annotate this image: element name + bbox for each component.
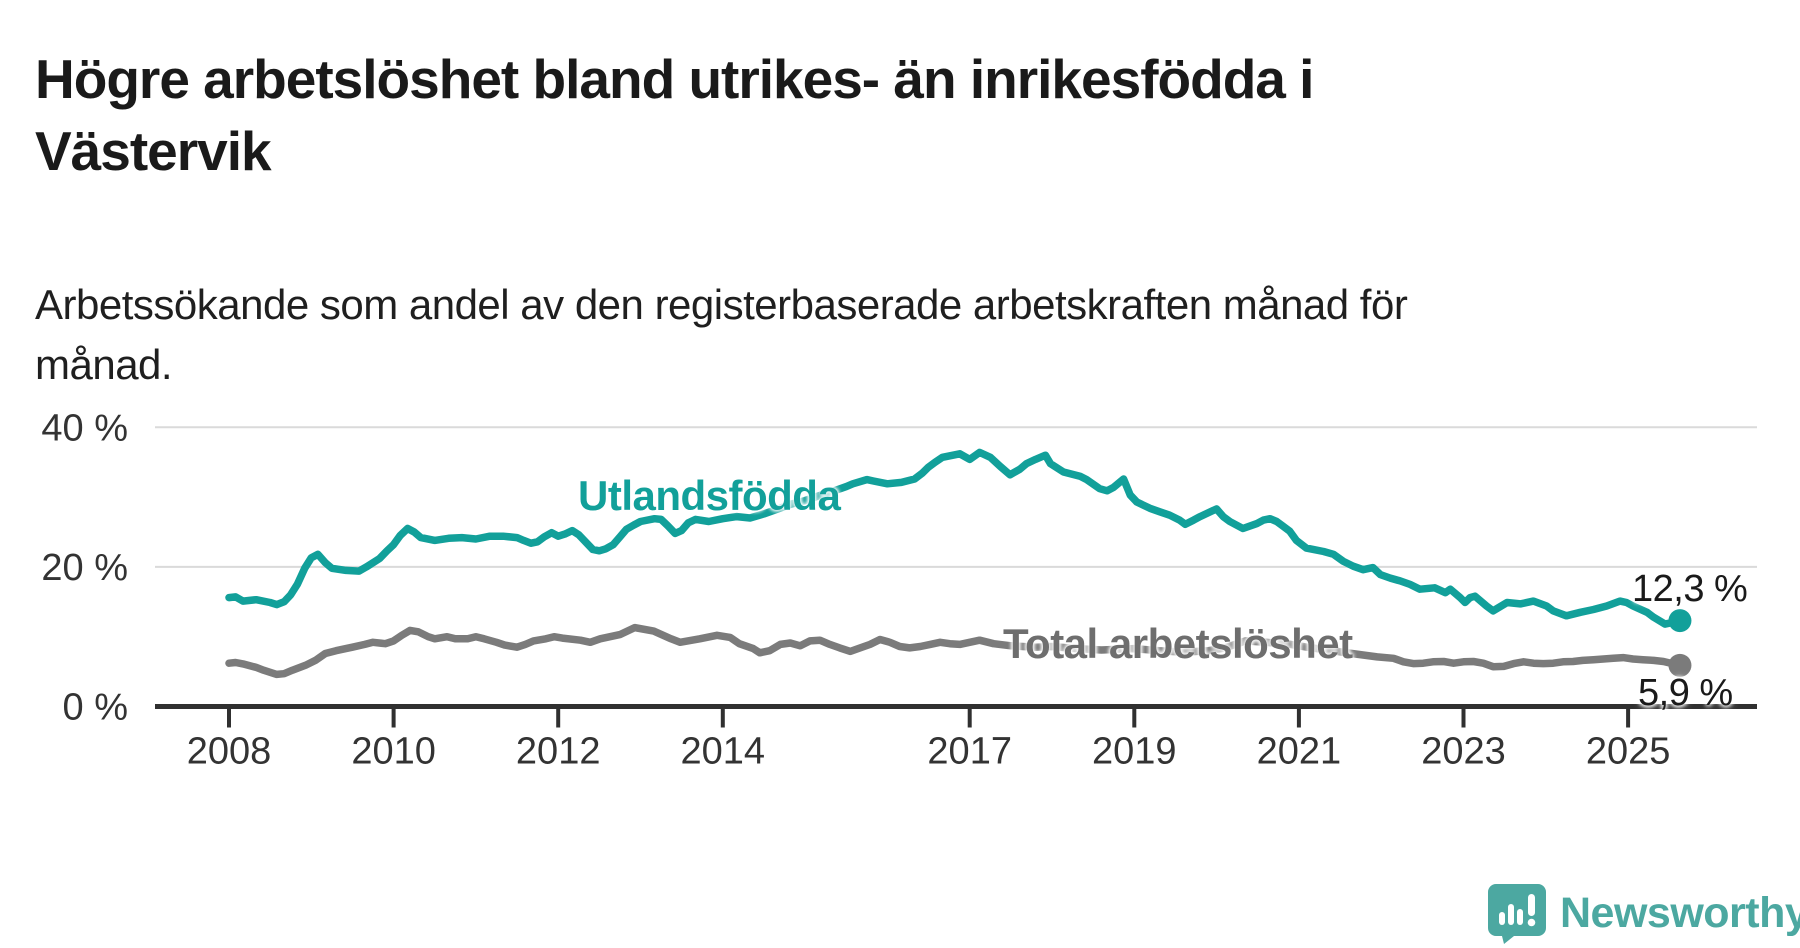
x-axis-label-2021: 2021 bbox=[1257, 731, 1342, 773]
series-end-dot-utlandsfodda bbox=[1668, 609, 1692, 633]
y-axis-label-20: 20 % bbox=[41, 547, 128, 589]
y-axis-label-40: 40 % bbox=[41, 407, 128, 449]
x-axis-label-2014: 2014 bbox=[681, 731, 766, 773]
end-value-label-utlandsfodda: 12,3 % bbox=[1632, 568, 1748, 610]
page-title: Högre arbetslöshet bland utrikes- än inr… bbox=[35, 47, 1314, 182]
series-label-total-arbetsloshet: Total arbetslöshet bbox=[1003, 620, 1353, 667]
x-axis-label-2025: 2025 bbox=[1586, 731, 1671, 773]
chart-subtitle: Arbetssökande som andel av den registerb… bbox=[35, 281, 1408, 388]
end-value-label-total: 5,9 % bbox=[1638, 672, 1733, 714]
newsworthy-logo: Newsworthy bbox=[1488, 882, 1800, 944]
newsworthy-logo-text: Newsworthy bbox=[1560, 888, 1800, 937]
series-label-utlandsfodda: Utlandsfödda bbox=[578, 472, 841, 519]
x-axis-label-2010: 2010 bbox=[351, 731, 436, 773]
x-axis-label-2008: 2008 bbox=[187, 731, 272, 773]
x-axis-label-2017: 2017 bbox=[927, 731, 1012, 773]
series-end-dot-total bbox=[1668, 653, 1692, 677]
x-axis-label-2019: 2019 bbox=[1092, 731, 1177, 773]
series-line-utlandsfodda bbox=[225, 448, 1684, 628]
x-axis-label-2023: 2023 bbox=[1421, 731, 1506, 773]
series-line-total bbox=[225, 623, 1684, 679]
x-axis-label-2012: 2012 bbox=[516, 731, 601, 773]
y-axis-label-0: 0 % bbox=[63, 687, 128, 729]
newsworthy-logo-icon bbox=[1488, 884, 1546, 944]
